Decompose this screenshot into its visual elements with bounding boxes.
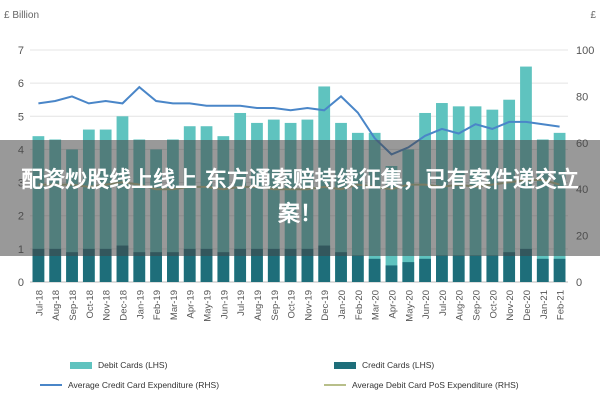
x-tick-label: Mar-19 xyxy=(169,290,180,320)
legend-item-avg-credit: Average Credit Card Expenditure (RHS) xyxy=(40,380,219,390)
bar-credit-cards xyxy=(82,248,95,282)
bar-credit-cards xyxy=(32,248,45,282)
x-tick-label: Aug-19 xyxy=(253,290,264,321)
bar-credit-cards xyxy=(368,258,381,282)
legend-swatch-avg-credit xyxy=(40,384,62,386)
bar-credit-cards xyxy=(536,258,549,282)
bar-credit-cards xyxy=(520,248,532,282)
x-tick-label: Apr-19 xyxy=(186,290,197,319)
x-tick-label: Oct-20 xyxy=(488,290,499,319)
x-tick-label: Sep-19 xyxy=(270,290,281,321)
bar-credit-cards xyxy=(351,255,364,282)
x-tick-label: Jul-18 xyxy=(34,290,45,316)
bar-credit-cards xyxy=(267,248,280,282)
bar-credit-cards xyxy=(99,248,112,282)
x-tick-label: Jun-20 xyxy=(421,290,432,319)
x-tick-label: Oct-18 xyxy=(85,290,96,319)
bar-credit-cards xyxy=(167,252,179,282)
x-tick-label: Nov-20 xyxy=(505,290,516,321)
left-axis-unit: £ Billion xyxy=(4,10,40,21)
bar-credit-cards xyxy=(436,255,448,282)
legend-swatch-credit xyxy=(334,361,356,369)
x-tick-label: Aug-20 xyxy=(455,290,466,321)
legend-swatch-debit xyxy=(70,361,92,369)
bar-credit-cards xyxy=(301,248,314,282)
bar-credit-cards xyxy=(469,255,482,282)
x-tick-label: Feb-20 xyxy=(354,290,365,320)
x-tick-label: Sep-20 xyxy=(472,290,483,321)
x-tick-label: Nov-18 xyxy=(102,290,113,321)
bar-credit-cards xyxy=(66,252,78,282)
legend-label-avg-debit: Average Debit Card PoS Expenditure (RHS) xyxy=(352,380,519,390)
x-tick-label: May-20 xyxy=(404,290,415,322)
legend-label-debit: Debit Cards (LHS) xyxy=(98,360,168,370)
right-axis-unit: £ xyxy=(590,10,596,21)
x-tick-label: Aug-18 xyxy=(51,290,62,321)
legend-swatch-avg-debit xyxy=(324,384,346,386)
bar-credit-cards xyxy=(486,255,499,282)
bar-credit-cards xyxy=(284,248,297,282)
legend-item-credit: Credit Cards (LHS) xyxy=(334,360,434,370)
bar-credit-cards xyxy=(335,252,347,282)
x-tick-label: May-19 xyxy=(203,290,214,322)
x-tick-label: Dec-18 xyxy=(118,290,129,321)
bar-credit-cards xyxy=(150,252,162,282)
bar-credit-cards xyxy=(217,252,230,282)
x-tick-label: Jan-19 xyxy=(135,290,146,319)
overlay-banner: 配资炒股线上线上 东方通索赔持续征集，已有案件递交立案！ xyxy=(0,140,600,256)
x-tick-label: Dec-20 xyxy=(522,290,533,321)
bar-credit-cards xyxy=(234,248,247,282)
bar-credit-cards xyxy=(183,248,196,282)
right-tick-label: 100 xyxy=(576,45,594,57)
x-tick-label: Sep-18 xyxy=(68,290,79,321)
legend-item-debit: Debit Cards (LHS) xyxy=(70,360,167,370)
right-tick-label: 80 xyxy=(576,91,588,103)
x-tick-label: Feb-21 xyxy=(556,290,567,320)
chart-legend: Debit Cards (LHS) Credit Cards (LHS) Ave… xyxy=(0,352,600,400)
bar-credit-cards xyxy=(452,255,465,282)
left-tick-label: 6 xyxy=(18,78,24,90)
x-tick-label: Jan-20 xyxy=(337,290,348,319)
x-tick-label: Oct-19 xyxy=(287,290,298,319)
bar-credit-cards xyxy=(116,245,129,282)
left-tick-label: 5 xyxy=(18,111,24,123)
x-tick-label: Mar-20 xyxy=(371,290,382,320)
x-tick-label: Jan-21 xyxy=(539,290,550,319)
bar-credit-cards xyxy=(553,258,566,282)
x-tick-label: Dec-19 xyxy=(320,290,331,321)
left-tick-label: 0 xyxy=(18,277,24,289)
banner-text: 配资炒股线上线上 东方通索赔持续征集，已有案件递交立案！ xyxy=(21,168,579,227)
bar-credit-cards xyxy=(200,248,213,282)
bar-credit-cards xyxy=(133,252,146,282)
x-tick-label: Feb-19 xyxy=(152,290,163,320)
x-tick-label: Jul-20 xyxy=(438,290,449,316)
bar-credit-cards xyxy=(385,265,398,282)
left-tick-label: 7 xyxy=(18,45,24,57)
right-tick-label: 0 xyxy=(576,277,582,289)
bar-credit-cards xyxy=(49,248,62,282)
x-tick-label: Jun-19 xyxy=(219,290,230,319)
bar-credit-cards xyxy=(503,252,516,282)
line-avg-credit-expenditure xyxy=(38,85,560,156)
bar-credit-cards xyxy=(419,258,431,282)
bar-credit-cards xyxy=(318,245,331,282)
x-tick-label: Apr-20 xyxy=(387,290,398,319)
x-tick-label: Nov-19 xyxy=(303,290,314,321)
legend-label-avg-credit: Average Credit Card Expenditure (RHS) xyxy=(68,380,220,390)
bar-credit-cards xyxy=(251,248,263,282)
legend-item-avg-debit: Average Debit Card PoS Expenditure (RHS) xyxy=(324,380,519,390)
legend-label-credit: Credit Cards (LHS) xyxy=(362,360,435,370)
bar-credit-cards xyxy=(402,262,415,282)
x-tick-label: Jul-19 xyxy=(236,290,247,316)
